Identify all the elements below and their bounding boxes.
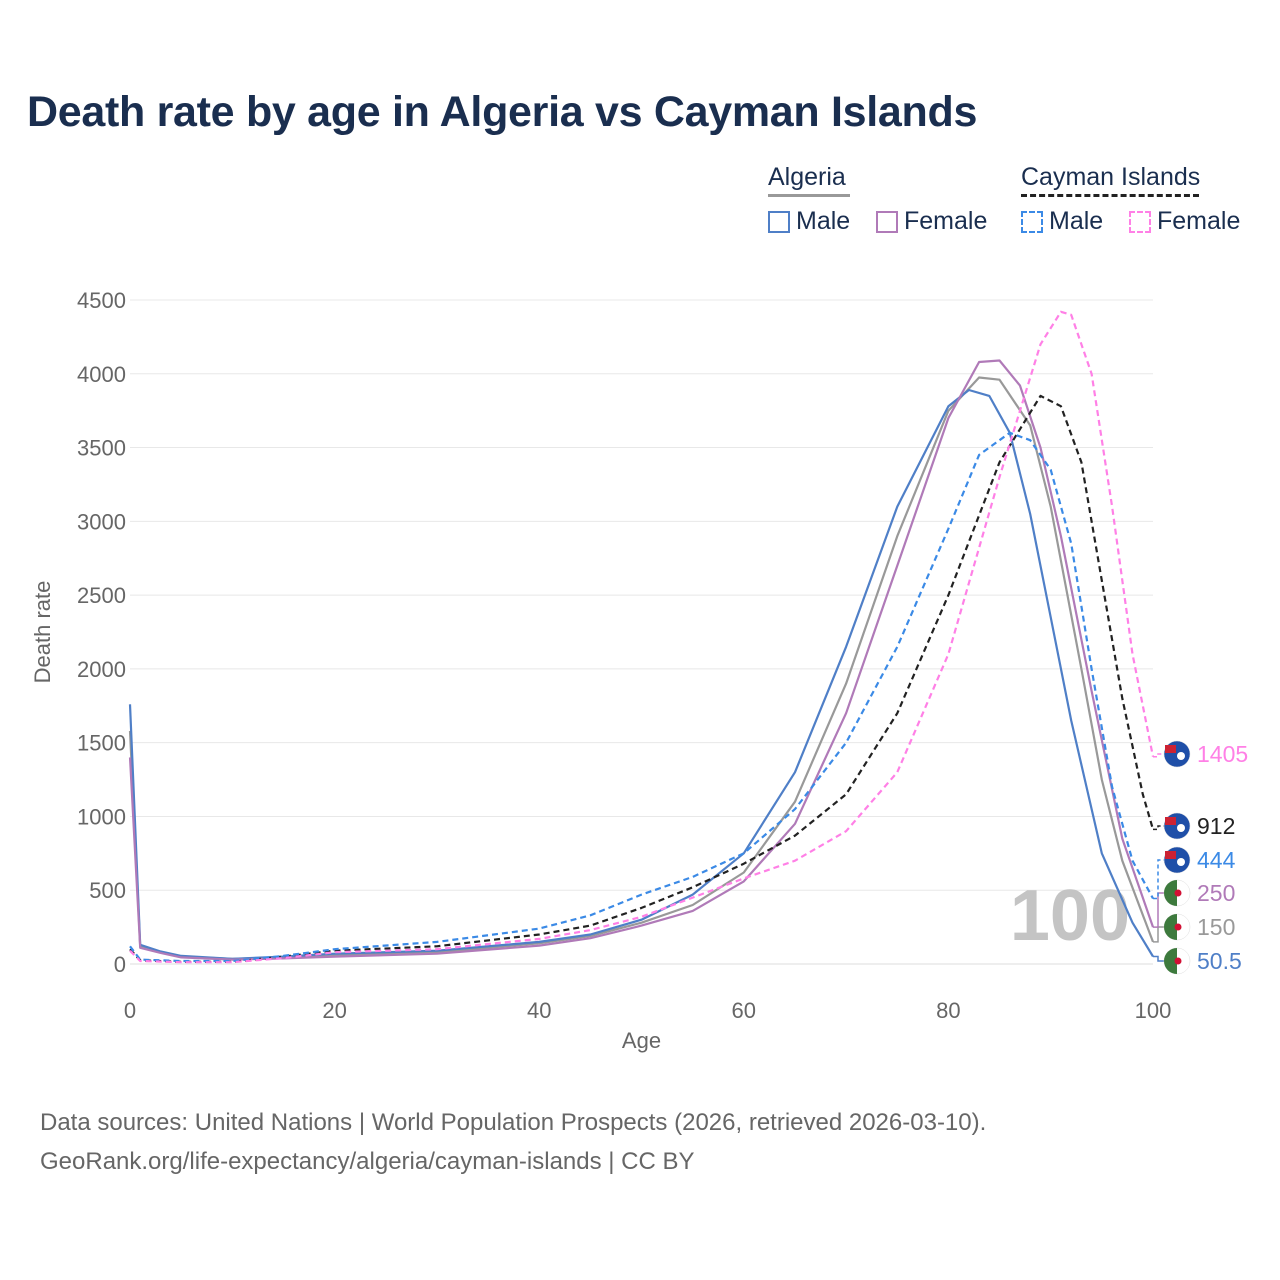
legend-algeria-male-label: Male xyxy=(796,207,851,235)
legend-algeria-female-label: Female xyxy=(904,207,988,235)
x-tick-label: 80 xyxy=(936,998,960,1023)
x-tick-label: 40 xyxy=(527,998,551,1023)
y-tick-label: 500 xyxy=(89,878,126,903)
x-axis-label: Age xyxy=(622,1028,661,1053)
legend-cayman-heading: Cayman Islands xyxy=(1021,163,1200,197)
y-tick-label: 4500 xyxy=(77,288,126,313)
legend-cayman-female-swatch xyxy=(1129,210,1151,233)
cayman-flag-icon xyxy=(1163,740,1191,768)
legend-algeria-male[interactable]: Male xyxy=(768,207,850,236)
legend-cayman-female-label: Female xyxy=(1157,207,1241,235)
year-watermark: 100 xyxy=(1010,876,1130,956)
legend-cayman-male-label: Male xyxy=(1049,207,1104,235)
y-axis-label: Death rate xyxy=(30,581,55,684)
x-tick-label: 20 xyxy=(322,998,346,1023)
cayman-flag-crest-mark xyxy=(1177,752,1185,760)
algeria-flag-green-half xyxy=(1164,914,1177,940)
x-tick-label: 100 xyxy=(1135,998,1172,1023)
y-tick-label: 1000 xyxy=(77,804,126,829)
end-value-label: 912 xyxy=(1197,813,1235,839)
x-tick-label: 60 xyxy=(732,998,756,1023)
end-value-label: 444 xyxy=(1197,847,1236,873)
cayman-flag-union-mark xyxy=(1165,745,1176,753)
legend-algeria-male-swatch xyxy=(768,210,790,233)
legend-cayman-female[interactable]: Female xyxy=(1129,207,1240,236)
legend-cayman-line xyxy=(1021,194,1199,197)
footer-url: GeoRank.org/life-expectancy/algeria/caym… xyxy=(40,1148,695,1175)
y-tick-label: 3000 xyxy=(77,509,126,534)
y-tick-label: 2500 xyxy=(77,583,126,608)
footer-sources: Data sources: United Nations | World Pop… xyxy=(40,1109,987,1136)
legend-algeria-female[interactable]: Female xyxy=(876,207,987,236)
legend-algeria-female-swatch xyxy=(876,210,898,233)
y-tick-label: 1500 xyxy=(77,731,126,756)
legend-cayman-male[interactable]: Male xyxy=(1021,207,1103,236)
cayman-flag-crest-mark xyxy=(1177,858,1185,866)
series-line xyxy=(129,431,1154,963)
series-line xyxy=(128,359,1155,961)
end-value-label: 250 xyxy=(1197,880,1235,906)
cayman-flag-icon xyxy=(1163,812,1191,840)
legend-cayman-label: Cayman Islands xyxy=(1021,163,1201,191)
cayman-flag-crest-mark xyxy=(1177,824,1185,832)
y-tick-label: 4000 xyxy=(77,362,126,387)
legend-algeria-heading: Algeria xyxy=(768,163,850,197)
end-value-label: 150 xyxy=(1197,914,1235,940)
algeria-flag-crescent-mark xyxy=(1174,923,1182,931)
algeria-flag-crescent-mark xyxy=(1174,889,1182,897)
end-value-label: 50.5 xyxy=(1197,948,1242,974)
y-tick-label: 0 xyxy=(114,952,126,977)
y-tick-label: 2000 xyxy=(77,657,126,682)
algeria-flag-crescent-mark xyxy=(1174,957,1182,965)
end-value-label: 1405 xyxy=(1197,741,1248,767)
cayman-flag-union-mark xyxy=(1165,851,1176,859)
algeria-flag-green-half xyxy=(1164,880,1177,906)
chart-title: Death rate by age in Algeria vs Cayman I… xyxy=(27,88,978,136)
series-line xyxy=(129,310,1155,964)
legend-algeria-label: Algeria xyxy=(768,163,846,191)
legend-algeria-line xyxy=(768,194,850,197)
y-tick-label: 3500 xyxy=(77,436,126,461)
algeria-flag-green-half xyxy=(1164,948,1177,974)
series-line xyxy=(129,394,1155,963)
cayman-flag-union-mark xyxy=(1165,817,1176,825)
chart-plot: 0 500 1000 1500 2000 2500 3000 3500 4000 4500 0 20 4… xyxy=(30,288,1248,1053)
x-tick-label: 0 xyxy=(124,998,136,1023)
cayman-flag-icon xyxy=(1163,846,1191,874)
legend-cayman-male-swatch xyxy=(1021,210,1043,233)
